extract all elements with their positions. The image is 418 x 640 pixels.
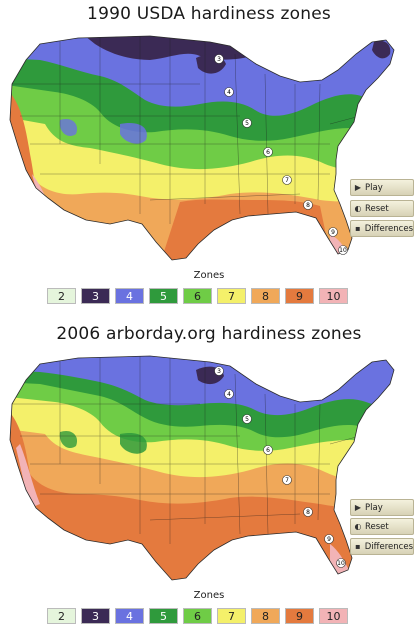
zone-marker: 6 [263,445,273,455]
svg-text:9: 9 [331,229,335,236]
legend-swatch-zone-5: 5 [149,288,178,304]
differences-button[interactable]: ▪ Differences [350,538,414,555]
svg-text:6: 6 [266,149,270,156]
legend-swatch-zone-6: 6 [183,288,212,304]
zone-legend: 2 3 4 5 6 7 8 9 10 [47,608,348,624]
differences-icon: ▪ [355,542,361,551]
hardiness-map-1990: 3 4 5 6 7 8 9 10 [9,35,395,261]
zone-marker: 7 [282,175,292,185]
play-icon: ▶ [354,183,362,192]
hardiness-map-2006: 3 4 5 6 7 8 9 10 [9,355,395,581]
zone-marker: 5 [242,118,252,128]
legend-swatch-zone-4: 4 [115,608,144,624]
legend-swatch-zone-8: 8 [251,608,280,624]
svg-text:5: 5 [245,416,249,423]
legend-swatch-zone-9: 9 [285,288,314,304]
legend-swatch-zone-5: 5 [149,608,178,624]
zone-marker: 7 [282,475,292,485]
zone-marker: 6 [263,147,273,157]
svg-text:6: 6 [266,447,270,454]
legend-swatch-zone-2: 2 [47,608,76,624]
svg-text:4: 4 [227,391,231,398]
legend-swatch-zone-10: 10 [319,288,348,304]
legend-swatch-zone-7: 7 [217,288,246,304]
differences-button[interactable]: ▪ Differences [350,220,414,237]
svg-text:9: 9 [327,536,331,543]
zone-marker: 3 [214,54,224,64]
map-title: 2006 arborday.org hardiness zones [56,324,362,344]
svg-text:7: 7 [285,177,289,184]
zone-marker: 8 [303,200,313,210]
legend-title: Zones [193,270,225,281]
zone-marker: 9 [324,534,334,544]
svg-text:8: 8 [306,202,310,209]
differences-icon: ▪ [355,224,361,233]
zone-marker: 9 [328,227,338,237]
map-title: 1990 USDA hardiness zones [87,4,331,24]
zone-marker: 4 [224,87,234,97]
play-icon: ▶ [354,503,362,512]
svg-text:4: 4 [227,89,231,96]
svg-text:10: 10 [339,247,347,254]
zone-markers: 3 4 5 6 7 8 9 10 [214,366,346,568]
svg-text:3: 3 [217,368,221,375]
zone-marker: 10 [336,558,346,568]
zone-marker: 3 [214,366,224,376]
zone-legend: 2 3 4 5 6 7 8 9 10 [47,288,348,304]
svg-text:3: 3 [217,56,221,63]
legend-swatch-zone-3: 3 [81,608,110,624]
svg-text:8: 8 [306,509,310,516]
legend-title: Zones [193,590,225,601]
legend-swatch-zone-6: 6 [183,608,212,624]
zone-marker: 5 [242,414,252,424]
legend-swatch-zone-4: 4 [115,288,144,304]
legend-swatch-zone-3: 3 [81,288,110,304]
svg-text:10: 10 [337,560,345,567]
zone-marker: 10 [338,245,348,255]
panel-2006: 2006 arborday.org hardiness zones [0,320,418,640]
zone-marker: 4 [224,389,234,399]
svg-text:5: 5 [245,120,249,127]
play-button[interactable]: ▶ Play [350,499,414,516]
legend-swatch-zone-10: 10 [319,608,348,624]
legend-swatch-zone-9: 9 [285,608,314,624]
legend-swatch-zone-2: 2 [47,288,76,304]
zone-markers: 3 4 5 6 7 8 9 10 [214,54,348,255]
legend-swatch-zone-8: 8 [251,288,280,304]
reset-icon: ◐ [354,522,362,531]
zone-marker: 8 [303,507,313,517]
reset-button[interactable]: ◐ Reset [350,518,414,535]
legend-swatch-zone-7: 7 [217,608,246,624]
panel-1990: 1990 USDA hardiness zones [9,4,414,304]
reset-button[interactable]: ◐ Reset [350,200,414,217]
play-button[interactable]: ▶ Play [350,179,414,196]
reset-icon: ◐ [354,204,362,213]
svg-text:7: 7 [285,477,289,484]
